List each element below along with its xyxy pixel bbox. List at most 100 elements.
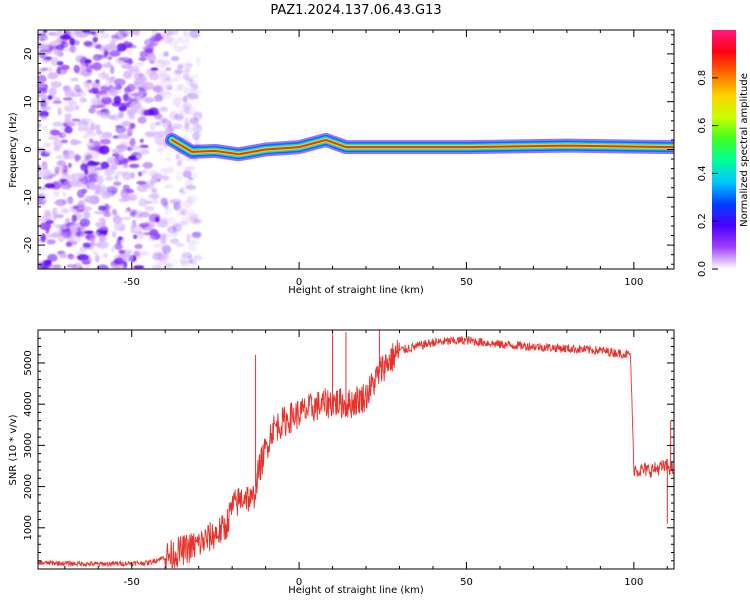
speckle-mark [176,84,184,89]
speckle-mark [186,58,194,64]
speckle-mark [81,30,91,34]
speckle-mark [76,180,81,187]
speckle-mark [117,262,125,269]
speckle-mark [111,208,118,216]
speckle-mark [47,72,59,80]
speckle-mark [38,186,47,191]
speckle-mark [40,115,48,121]
speckle-mark [172,99,182,107]
spectrogram-y-tick-label: -10 [23,189,34,205]
speckle-mark [185,68,190,75]
speckle-mark [88,107,96,114]
speckle-mark [69,235,82,243]
speckle-mark [114,243,123,251]
speckle-mark [55,155,63,160]
speckle-mark [71,118,81,122]
speckle-mark [82,242,92,248]
speckle-mark [52,264,62,269]
speckle-mark [52,31,63,37]
speckle-mark [48,87,57,96]
speckle-mark [92,37,98,44]
speckle-mark [180,98,189,103]
speckle-mark [122,93,130,102]
speckle-mark [144,205,155,212]
speckle-mark [40,106,52,111]
speckle-mark [44,209,51,217]
speckle-mark [193,252,202,261]
speckle-mark [138,222,150,228]
speckle-mark [69,37,76,46]
speckle-mark [38,82,45,90]
speckle-mark [135,230,143,235]
speckle-mark [63,105,75,112]
speckle-mark [73,64,80,74]
colorbar-tick-label: 0.8 [697,70,708,86]
snr-x-tick-label: 50 [460,577,473,588]
speckle-mark [193,102,203,106]
speckle-mark [160,107,170,111]
speckle-mark [100,236,108,241]
speckle-mark [114,222,126,232]
speckle-mark [74,140,82,144]
speckle-mark [146,39,156,45]
speckle-mark [188,73,200,79]
speckle-mark [48,66,53,74]
speckle-mark [134,96,142,102]
speckle-mark [190,106,197,111]
speckle-mark [77,200,85,209]
speckle-mark [43,35,49,41]
speckle-mark [186,92,199,100]
speckle-mark [113,95,122,105]
speckle-mark [128,58,133,65]
speckle-mark [98,217,105,222]
snr-x-tick-label: 100 [624,577,643,588]
speckle-mark [168,230,179,238]
speckle-mark [38,164,41,172]
speckle-mark [78,172,85,179]
snr-ticks: -50 0 50 100 1000 2000 3000 4000 5000 [23,329,674,588]
speckle-mark [147,234,156,242]
speckle-mark [104,81,112,89]
speckle-mark [69,224,75,231]
speckle-mark [93,211,106,215]
speckle-mark [108,49,121,57]
speckle-mark [134,243,143,250]
speckle-mark [184,33,191,42]
speckle-mark [160,91,173,97]
speckle-mark [128,155,139,161]
speckle-mark [91,62,103,71]
speckle-mark [47,253,58,262]
speckle-mark [193,80,199,86]
speckle-mark [126,112,135,116]
speckle-mark [84,230,94,235]
speckle-mark [154,216,160,223]
speckle-mark [93,167,104,171]
speckle-mark [95,184,101,192]
speckle-mark [167,166,174,174]
speckle-mark [166,30,175,35]
speckle-mark [182,103,189,109]
speckle-mark [115,124,124,129]
speckle-mark [84,265,90,269]
speckle-mark [164,157,172,162]
speckle-mark [137,251,149,256]
speckle-mark [98,104,104,108]
speckle-mark [137,171,143,177]
speckle-mark [96,112,108,117]
speckle-mark [88,88,100,94]
spectrogram-x-tick-label: 0 [296,277,302,288]
speckle-mark [122,194,130,203]
speckle-mark [76,253,89,261]
speckle-mark [164,184,174,189]
speckle-mark [59,34,72,40]
speckle-mark [170,238,180,245]
speckle-mark [88,138,94,144]
speckle-mark [85,126,93,135]
spectrogram-x-tick-label: 100 [624,277,643,288]
speckle-mark [40,233,47,242]
spectrogram-signal-band [164,132,674,162]
speckle-mark [186,63,194,67]
colorbar-tick-label: 0.4 [697,165,708,181]
speckle-mark [185,77,194,82]
speckle-mark [110,163,118,171]
